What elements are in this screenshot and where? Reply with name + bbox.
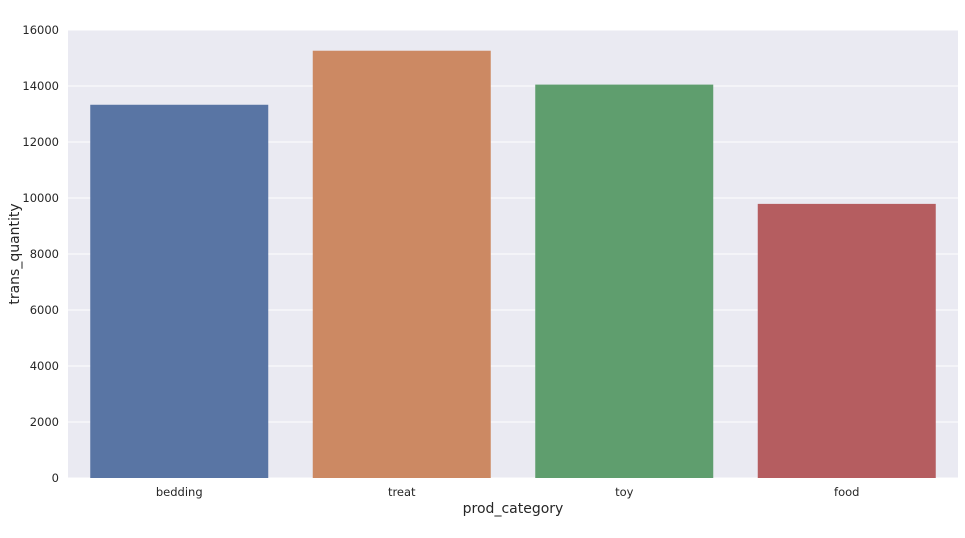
y-tick-label: 6000 bbox=[30, 303, 59, 317]
y-tick-label: 4000 bbox=[30, 359, 59, 373]
x-tick-label: bedding bbox=[156, 485, 203, 499]
y-axis-label: trans_quantity bbox=[7, 203, 23, 304]
y-tick-label: 16000 bbox=[22, 23, 59, 37]
bar-treat bbox=[312, 50, 491, 478]
x-tick-labels: bedding treat toy food bbox=[156, 485, 860, 499]
y-tick-label: 2000 bbox=[30, 415, 59, 429]
y-tick-label: 0 bbox=[52, 471, 59, 485]
y-tick-labels: 0 2000 4000 6000 8000 10000 12000 14000 16000 bbox=[22, 23, 59, 485]
y-tick-label: 10000 bbox=[22, 191, 59, 205]
y-tick-label: 12000 bbox=[22, 135, 59, 149]
x-tick-label: food bbox=[834, 485, 859, 499]
bar-toy bbox=[535, 84, 714, 478]
bar-bedding bbox=[90, 104, 269, 478]
x-tick-label: toy bbox=[615, 485, 634, 499]
x-axis-label: prod_category bbox=[463, 501, 564, 517]
y-tick-label: 8000 bbox=[30, 247, 59, 261]
y-tick-label: 14000 bbox=[22, 79, 59, 93]
bars bbox=[90, 50, 936, 478]
x-tick-label: treat bbox=[388, 485, 416, 499]
bar-food bbox=[757, 203, 936, 478]
